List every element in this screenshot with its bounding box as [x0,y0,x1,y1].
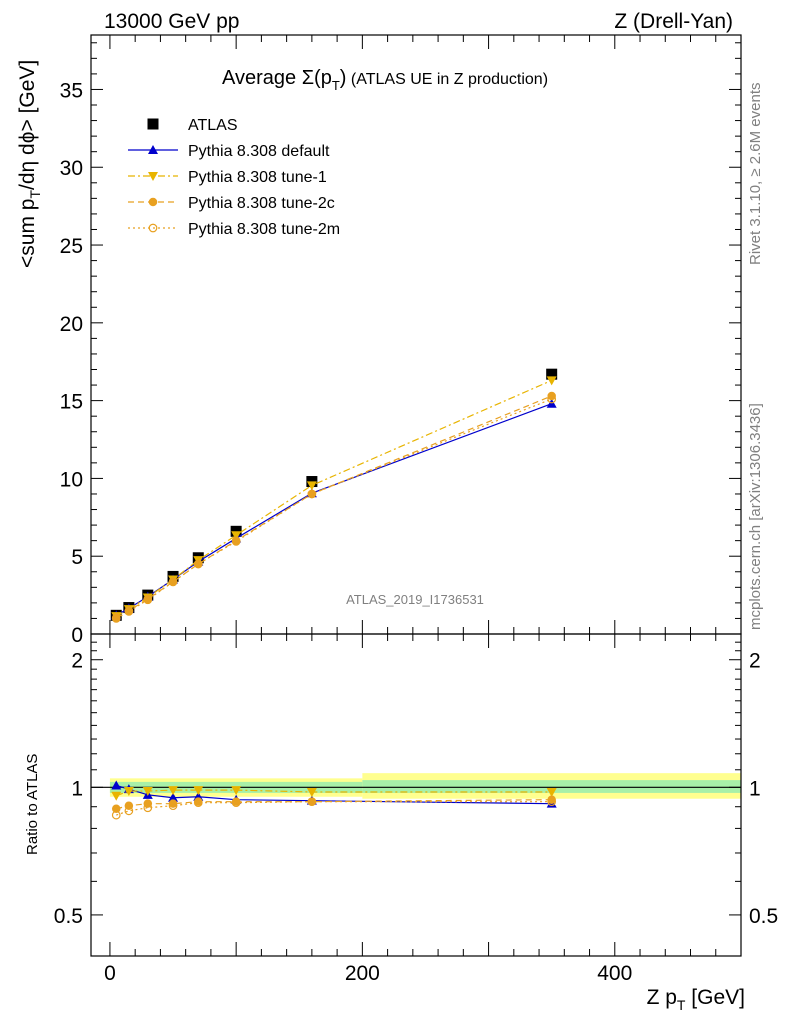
ratio-y-tick-label-right: 2 [749,650,761,673]
main-y-tick-label: 5 [71,546,83,569]
ratio-y-axis-label: Ratio to ATLAS [24,754,41,855]
ratio-data-point-1 [306,787,317,797]
ratio-y-tick-label: 1 [71,777,83,800]
main-data-series [110,368,558,623]
ratio-axis-ticks: 0.5 0.5 1 1 2 2 0 200 400 [54,634,778,985]
ratio-series-line-1 [116,789,552,797]
legend-label: Pythia 8.308 tune-1 [188,169,327,186]
main-series-line-3 [115,395,552,619]
main-data-point-4 [111,614,121,623]
main-data-point-0 [546,368,558,380]
ratio-y-tick-label: 2 [71,650,83,673]
main-data-point-4 [168,577,178,587]
ratio-data-point-2 [111,804,121,814]
main-data-point-4 [307,489,317,499]
x-tick-label: 0 [104,962,116,985]
legend-marker [147,118,159,130]
main-data-point-3 [547,391,556,401]
main-data-point-4 [547,394,557,404]
ratio-y-tick-label-right: 1 [749,777,761,800]
ratio-series-line-3 [116,801,552,816]
ratio-uncertainty-bands [91,773,741,799]
ratio-data-point-2 [547,795,556,804]
legend-label: Pythia 8.308 default [188,143,330,160]
mcplots-label: mcplots.cern.ch [arXiv:1306.3436] [747,403,764,630]
main-data-point-4 [193,559,203,569]
main-data-point-4 [231,537,241,546]
main-data-point-2 [546,376,557,386]
rivet-label: Rivet 3.1.10, ≥ 2.6M events [747,83,764,266]
ratio-data-point-1 [111,791,122,801]
main-y-tick-label: 35 [60,79,83,102]
ratio-data-point-3 [231,798,241,808]
main-series-line-2 [115,379,552,617]
main-axis-ticks: 0 5 10 15 20 25 30 35 [60,35,742,647]
x-axis-label: Z pT [GeV] [647,986,745,1013]
main-y-tick-label: 0 [71,624,83,647]
ratio-data-series [111,780,557,820]
ratio-data-point-3 [143,803,153,813]
main-y-axis-label: <sum pT/dη dϕ> [GeV] [16,60,43,268]
ratio-plot-frame [90,633,742,957]
main-data-point-2 [306,481,317,491]
main-data-point-4 [124,607,134,616]
legend-marker [148,145,158,154]
ratio-y-tick-label: 0.5 [54,905,83,928]
legend-label: Pythia 8.308 tune-2m [188,221,340,238]
ratio-data-point-1 [231,786,242,796]
ratio-data-point-1 [193,786,204,796]
main-series-line-1 [115,403,552,616]
ratio-data-point-1 [546,787,557,797]
legend: ATLAS Pythia 8.308 default Pythia 8.308 tu… [128,117,340,238]
ratio-data-point-3 [307,797,317,807]
legend-label: ATLAS [188,117,238,134]
x-tick-label: 400 [597,962,632,985]
ratio-y-tick-label-right: 0.5 [749,905,778,928]
analysis-tag: ATLAS_2019_I1736531 [346,592,484,607]
main-y-tick-label: 20 [60,313,83,336]
ratio-data-point-3 [124,806,134,816]
ratio-data-point-1 [168,786,179,796]
process-label: Z (Drell-Yan) [614,10,733,33]
ratio-data-point-3 [547,797,557,807]
ratio-data-point-1 [142,787,153,797]
ratio-data-point-0 [111,780,122,790]
main-data-point-4 [143,595,153,605]
legend-marker [148,223,158,233]
main-y-tick-label: 15 [60,391,83,414]
energy-label: 13000 GeV pp [104,10,239,33]
ratio-band-inner [362,780,741,793]
main-plot-title: Average Σ(pT) (ATLAS UE in Z production) [222,67,548,93]
main-y-tick-label: 30 [60,157,83,180]
main-y-tick-label: 10 [60,468,83,491]
ratio-series-line-2 [116,799,552,810]
ratio-data-point-3 [111,810,121,820]
ratio-data-point-3 [193,798,203,808]
ratio-data-point-0 [168,792,179,802]
main-data-point-2 [231,531,242,541]
legend-marker [148,197,158,207]
legend-label: Pythia 8.308 tune-2c [188,195,335,212]
ratio-data-point-3 [168,801,178,811]
ratio-data-point-1 [123,787,134,797]
x-tick-label: 200 [345,962,380,985]
main-y-tick-label: 25 [60,235,83,258]
legend-marker [148,172,158,181]
main-series-line-4 [115,398,552,619]
